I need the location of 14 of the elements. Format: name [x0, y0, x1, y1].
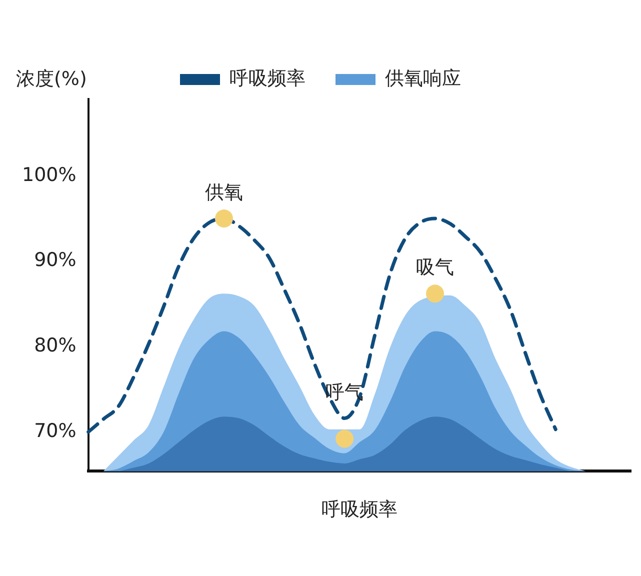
legend-label: 呼吸频率: [230, 67, 306, 90]
point: [336, 430, 354, 448]
point: [214, 210, 233, 228]
annotation: 呼气: [326, 381, 364, 404]
point: [426, 284, 444, 303]
annotation: 吸气: [416, 256, 454, 279]
y-axis-title: 浓度(%): [16, 68, 87, 90]
x-axis-title: 呼吸频率: [322, 498, 398, 521]
annotation: 供氧: [204, 182, 243, 204]
y-tick-label: 90%: [34, 249, 76, 272]
legend-label: 供氧响应: [385, 67, 461, 90]
y-tick-label: 100%: [22, 164, 76, 186]
y-tick-label: 70%: [34, 420, 76, 442]
y-tick-label: 80%: [34, 334, 76, 356]
